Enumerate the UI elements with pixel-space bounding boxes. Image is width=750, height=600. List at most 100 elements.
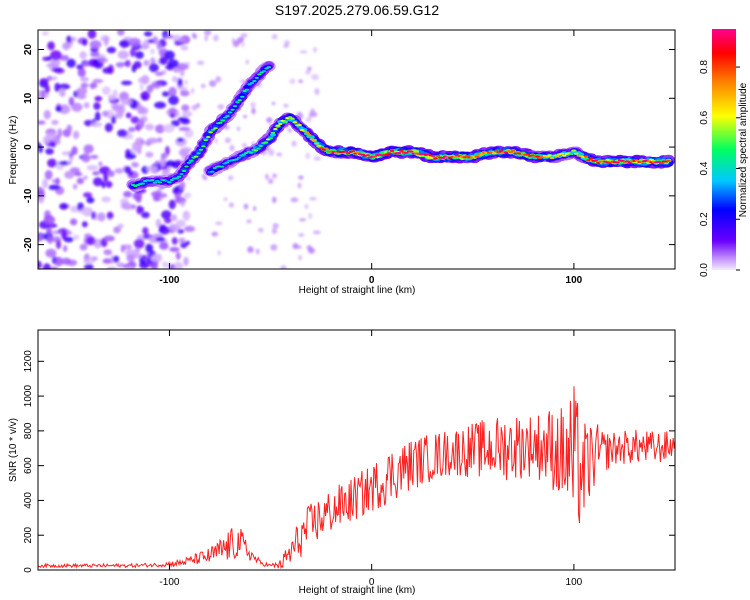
heatmap-ridge-main-cell [249, 82, 255, 85]
heatmap-noise-cell [86, 165, 99, 171]
snr-y-tick-label: 1000 [23, 385, 34, 408]
heatmap-noise-cell [253, 206, 257, 211]
heatmap-ridge-second-cell [304, 131, 310, 134]
heatmap-noise-cell [177, 228, 185, 234]
heatmap-noise-cell [50, 66, 62, 73]
heatmap-ridge-second-cell [547, 154, 552, 157]
heatmap-noise-cell [45, 248, 57, 258]
heatmap-ridge-second-cell [409, 150, 414, 153]
heatmap-noise-cell [200, 83, 206, 89]
heatmap-noise-cell [140, 139, 146, 145]
heatmap-noise-cell [313, 156, 322, 161]
heatmap-noise-cell [131, 141, 143, 151]
heatmap-noise-cell [124, 59, 131, 68]
heatmap-ridge-second-cell [210, 170, 215, 173]
heatmap-ridge-second-cell [389, 149, 395, 152]
heatmap-noise-cell [86, 196, 95, 204]
heatmap-ridge-main-cell [261, 70, 267, 73]
heatmap-noise-cell [113, 226, 121, 234]
heatmap-ridge-layer [126, 60, 675, 192]
heatmap-ridge-second-cell [574, 152, 579, 155]
heatmap-noise-cell [101, 86, 111, 96]
heatmap-ridge-main-cell [257, 73, 262, 76]
heatmap-ridge-second-cell [297, 124, 302, 127]
heatmap-noise-cell [115, 62, 125, 68]
heatmap-noise-cell [180, 44, 189, 51]
heatmap-noise-cell [44, 170, 53, 180]
heatmap-noise-cell [62, 244, 68, 252]
heatmap-noise-cell [272, 196, 277, 204]
heatmap-ridge-second-cell [430, 154, 436, 157]
heatmap-ridge-second-cell [312, 139, 317, 142]
heatmap-noise-cell [159, 56, 168, 65]
snr-series-line [38, 386, 675, 570]
heatmap-noise-cell [243, 115, 247, 119]
heatmap-noise-cell [103, 235, 115, 242]
heatmap-noise-cell [55, 177, 61, 185]
heatmap-noise-cell [106, 266, 117, 269]
heatmap-noise-cell [45, 132, 57, 141]
heatmap-noise-cell [296, 111, 303, 116]
heatmap-noise-cell [299, 50, 308, 54]
heatmap-ridge-main-cell [167, 181, 172, 184]
heatmap-noise-cell [89, 82, 98, 89]
heatmap-noise-cell [148, 235, 160, 244]
heatmap-noise-cell [283, 44, 289, 48]
heatmap-noise-cell [93, 102, 101, 111]
heatmap-noise-cell [142, 227, 149, 236]
heatmap-noise-cell [159, 241, 169, 250]
heatmap-noise-cell [47, 41, 55, 51]
heatmap-noise-cell [128, 37, 141, 47]
heatmap-noise-cell [190, 87, 195, 94]
heatmap-noise-cell [171, 76, 179, 83]
heatmap-ridge-main-cell [227, 111, 233, 114]
heatmap-ridge-second-cell [413, 149, 420, 154]
heatmap-noise-cell [92, 78, 104, 84]
heatmap-noise-cell [42, 178, 49, 189]
heatmap-noise-cell [241, 142, 247, 149]
heatmap-ridge-second-cell [396, 151, 402, 154]
heatmap-noise-cell [124, 152, 137, 160]
heatmap-noise-cell [178, 38, 186, 43]
heatmap-noise-cell [150, 57, 156, 65]
heatmap-noise-cell [227, 175, 234, 181]
heatmap-noise-cell [166, 166, 171, 171]
heatmap-ridge-second-cell [273, 128, 278, 131]
heatmap-ridge-main-cell [213, 127, 218, 130]
heatmap-noise-cell [38, 232, 43, 242]
heatmap-noise-cell [73, 172, 83, 177]
heatmap-ridge-main-cell [174, 177, 179, 180]
heatmap-ridge-second-cell [498, 150, 504, 153]
heatmap-noise-cell [192, 33, 197, 39]
heatmap-noise-cell [223, 197, 228, 202]
heatmap-noise-cell [156, 42, 162, 50]
heatmap-noise-cell [168, 199, 176, 210]
heatmap-noise-cell [116, 262, 125, 268]
snr-y-ticks: 0 200 400 600 800 1000 1200 [23, 350, 675, 573]
heatmap-ridge-second-cell [615, 161, 620, 164]
heatmap-noise-cell [80, 82, 89, 89]
spectrogram-frame [37, 29, 676, 270]
heatmap-ridge-second-cell [248, 151, 254, 154]
heatmap-ridge-main-cell [176, 175, 182, 178]
heatmap-noise-cell [90, 154, 99, 159]
heatmap-noise-cell [185, 61, 191, 65]
heatmap-noise-cell [191, 104, 198, 111]
heatmap-ridge-second-cell [537, 157, 543, 160]
heatmap-noise-cell [38, 89, 43, 99]
heatmap-noise-cell [258, 228, 264, 233]
snr-y-tick-label: 400 [23, 492, 34, 509]
heatmap-noise-cell [172, 187, 179, 195]
heatmap-ridge-main-cell [225, 115, 230, 118]
heatmap-noise-cell [120, 244, 125, 253]
heatmap-noise-cell [145, 123, 155, 131]
heatmap-noise-cell [305, 70, 311, 75]
heatmap-noise-cell [38, 260, 42, 269]
heatmap-noise-cell [143, 31, 153, 37]
heatmap-noise-cell [41, 31, 49, 36]
heatmap-noise-cell [79, 51, 87, 60]
heatmap-noise-cell [148, 63, 159, 73]
heatmap-ridge-second-cell [549, 157, 555, 160]
heatmap-noise-cell [186, 176, 191, 181]
